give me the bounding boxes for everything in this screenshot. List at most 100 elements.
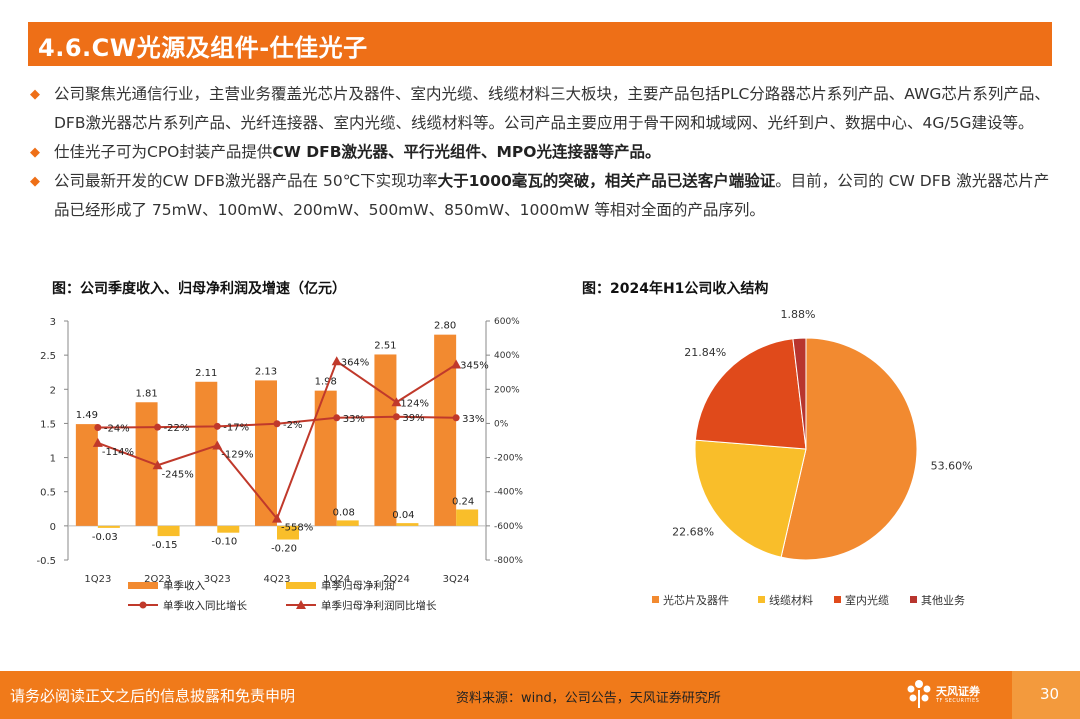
revenue-growth-point — [273, 420, 281, 428]
footer-source: 资料来源：wind，公司公告，天风证券研究所 — [456, 691, 721, 706]
bullet-item: ◆ 公司最新开发的CW DFB激光器产品在 50℃下实现功率大于1000毫瓦的突… — [28, 167, 1058, 225]
profit-growth-label: -129% — [221, 449, 253, 460]
pie-slice — [780, 337, 918, 561]
revenue-data-label: 2.51 — [374, 340, 396, 351]
quarterly-revenue-profit-chart: 3 2.5 2 1.5 1 0.5 0 -0.5 600% 400% 200% 0% -200% -400… — [36, 317, 523, 612]
pie-legend-swatch — [652, 596, 659, 603]
y2-tick-label: -600% — [494, 522, 523, 532]
revenue-growth-point — [392, 413, 400, 421]
profit-growth-point — [152, 460, 163, 470]
bullet-item: ◆ 公司聚焦光通信行业，主营业务覆盖光芯片及器件、室内光缆、线缆材料三大板块，主… — [28, 80, 1058, 138]
revenue-data-label: 2.80 — [434, 321, 456, 332]
revenue-data-label: 1.81 — [135, 388, 157, 399]
y-tick-label: 0.5 — [40, 488, 56, 499]
pie-legend-label: 其他业务 — [921, 594, 965, 607]
profit-bar — [217, 525, 240, 533]
revenue-growth-point — [154, 423, 162, 431]
x-tick-label: 1Q23 — [84, 574, 111, 585]
bullet-text: 公司最新开发的CW DFB激光器产品在 50℃下实现功率 — [54, 172, 438, 190]
revenue-bar — [314, 390, 337, 526]
revenue-structure-pie-chart: 53.60% 22.68% 21.84% 1.88% 光芯片及器件 线缆材料 室内光缆 其他业… — [652, 308, 973, 607]
profit-growth-label: -114% — [102, 447, 134, 458]
bullet-list: ◆ 公司聚焦光通信行业，主营业务覆盖光芯片及器件、室内光缆、线缆材料三大板块，主… — [28, 80, 1058, 225]
pie-data-label: 22.68% — [672, 526, 714, 539]
page-title: 4.6.CW光源及组件-仕佳光子 — [38, 34, 368, 62]
diamond-bullet-icon: ◆ — [30, 87, 40, 102]
revenue-data-label: 2.13 — [255, 366, 277, 377]
profit-bar — [396, 523, 419, 526]
x-tick-label: 1Q24 — [323, 574, 350, 585]
profit-bar — [336, 520, 359, 526]
revenue-bar — [434, 334, 457, 526]
left-figure-title: 图：公司季度收入、归母净利润及增速（亿元） — [52, 281, 346, 297]
page-number: 30 — [1040, 685, 1060, 703]
legend-revenue-growth-marker — [139, 601, 147, 609]
bullet-bold-text: CW DFB激光器、平行光组件、MPO光连接器等产品。 — [272, 143, 661, 161]
footer: 请务必阅读正文之后的信息披露和免责申明 资料来源：wind，公司公告，天风证券研… — [0, 671, 1080, 719]
bullet-item: ◆ 仕佳光子可为CPO封装产品提供CW DFB激光器、平行光组件、MPO光连接器… — [28, 138, 1058, 167]
pie-slice — [792, 337, 807, 450]
y-tick-label: -0.5 — [36, 556, 56, 567]
legend-profit-growth-label: 单季归母净利润同比增长 — [321, 599, 437, 612]
y2-tick-label: 400% — [494, 351, 520, 361]
profit-growth-label: -558% — [281, 523, 313, 534]
profit-growth-point — [451, 359, 462, 369]
pie-legend-label: 光芯片及器件 — [663, 593, 729, 607]
legend-revenue-label: 单季收入 — [163, 579, 205, 592]
y2-tick-label: 600% — [494, 317, 520, 327]
revenue-growth-point — [213, 422, 221, 430]
tf-securities-logo: 天风证券 TF SECURITIES — [904, 677, 984, 713]
revenue-growth-label: 33% — [462, 414, 484, 425]
logo-subtext: TF SECURITIES — [936, 698, 980, 704]
footer-disclaimer: 请务必阅读正文之后的信息披露和免责申明 — [10, 687, 296, 705]
page-number-box — [1012, 671, 1080, 719]
pie-slice — [694, 338, 807, 450]
legend-profit-label: 单季归母净利润 — [321, 579, 395, 592]
profit-bar — [157, 525, 180, 537]
bullet-text: 。目前，公司的 CW DFB 激光器芯片产品已经形成了 75mW、100mW、2… — [54, 172, 1050, 219]
y2-tick-label: 0% — [494, 419, 509, 429]
revenue-growth-label: -2% — [283, 420, 302, 431]
revenue-growth-label: -17% — [223, 422, 249, 433]
profit-growth-point — [272, 513, 282, 523]
bullet-text: 公司聚焦光通信行业，主营业务覆盖光芯片及器件、室内光缆、线缆材料三大板块，主要产… — [54, 85, 1050, 132]
profit-data-label: 0.04 — [392, 510, 414, 521]
profit-bar — [97, 525, 120, 528]
profit-growth-point — [92, 437, 103, 447]
y-tick-label: 1 — [50, 454, 56, 465]
legend-revenue-growth-label: 单季收入同比增长 — [163, 599, 247, 612]
right-figure-title: 图：2024年H1公司收入结构 — [582, 281, 769, 297]
profit-growth-label: -245% — [162, 469, 194, 480]
profit-growth-label: 345% — [460, 361, 489, 372]
profit-growth-point — [212, 440, 223, 450]
revenue-growth-label: 33% — [343, 414, 365, 425]
profit-growth-label: 124% — [400, 398, 429, 409]
y2-tick-label: -200% — [494, 454, 523, 464]
pie-legend-swatch — [834, 596, 841, 603]
profit-growth-point — [391, 397, 402, 407]
revenue-data-label: 2.11 — [195, 368, 217, 379]
pie-legend-label: 室内光缆 — [845, 593, 889, 607]
revenue-growth-label: -22% — [164, 423, 190, 434]
x-tick-label: 3Q23 — [204, 574, 231, 585]
x-tick-label: 2Q23 — [144, 574, 171, 585]
x-tick-label: 2Q24 — [383, 574, 410, 585]
diamond-bullet-icon: ◆ — [30, 174, 40, 189]
revenue-bar — [75, 424, 98, 526]
pie-data-label: 21.84% — [684, 346, 726, 359]
legend-profit-growth-marker — [296, 600, 306, 609]
profit-bar — [277, 525, 299, 540]
y2-tick-label: 200% — [494, 385, 520, 395]
y-tick-label: 0 — [50, 522, 56, 533]
revenue-data-label: 1.98 — [315, 377, 337, 388]
pie-slice — [694, 439, 807, 558]
revenue-bar — [374, 354, 397, 526]
y2-tick-label: -800% — [494, 556, 523, 566]
logo-text: 天风证券 — [936, 685, 980, 698]
revenue-growth-point — [333, 414, 341, 422]
revenue-bar — [135, 402, 158, 526]
revenue-growth-label: 39% — [402, 413, 424, 424]
y-tick-label: 3 — [50, 317, 56, 328]
y-tick-label: 2.5 — [40, 351, 56, 362]
y-tick-label: 2 — [50, 385, 56, 396]
